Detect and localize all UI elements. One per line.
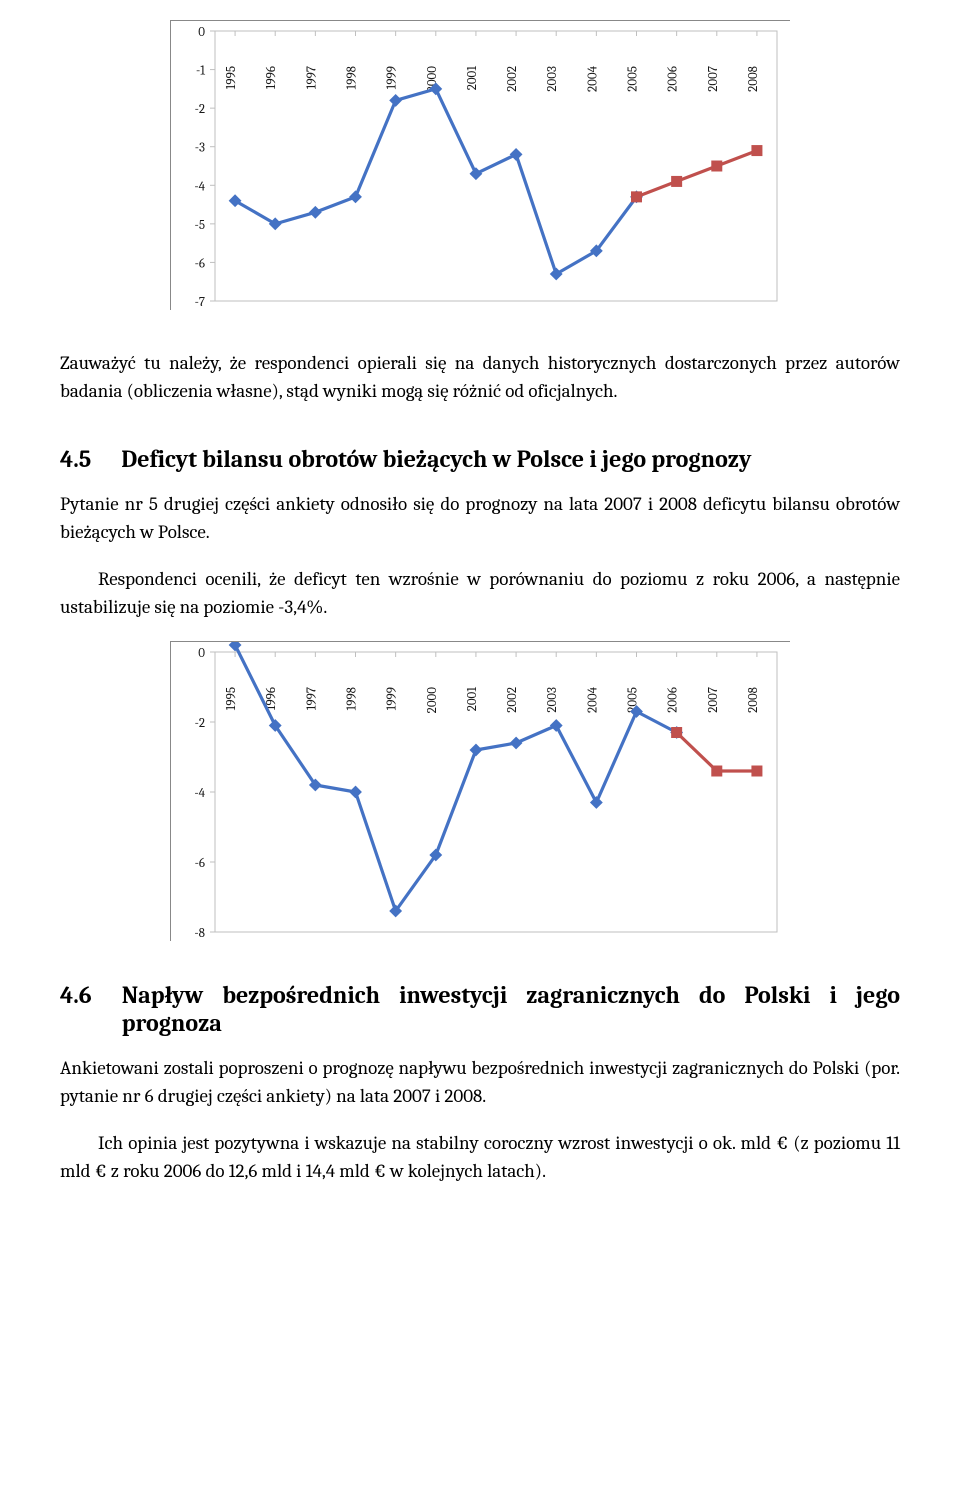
svg-text:-2: -2 xyxy=(195,102,205,117)
svg-text:-7: -7 xyxy=(195,295,205,310)
para-5: Ich opinia jest pozytywna i wskazuje na … xyxy=(60,1130,900,1185)
svg-text:2002: 2002 xyxy=(505,687,520,713)
svg-text:-1: -1 xyxy=(196,64,205,79)
chart2-container: 0-2-4-6-81995199619971998199920002001200… xyxy=(60,641,900,941)
heading-num: 4.5 xyxy=(60,445,91,473)
svg-text:-4: -4 xyxy=(194,179,205,194)
para-1: Zauważyć tu należy, że respondenci opier… xyxy=(60,350,900,405)
svg-text:1995: 1995 xyxy=(224,66,239,89)
heading-text: Deficyt bilansu obrotów bieżących w Pols… xyxy=(121,445,900,473)
svg-text:-5: -5 xyxy=(195,218,205,233)
svg-text:2005: 2005 xyxy=(626,66,641,92)
svg-text:-4: -4 xyxy=(194,786,205,801)
svg-text:1997: 1997 xyxy=(304,687,319,710)
svg-text:1996: 1996 xyxy=(264,66,279,89)
svg-text:1997: 1997 xyxy=(304,66,319,89)
svg-text:1995: 1995 xyxy=(224,687,239,710)
svg-text:-6: -6 xyxy=(195,856,205,871)
svg-text:2004: 2004 xyxy=(585,65,600,92)
svg-text:-2: -2 xyxy=(195,716,205,731)
svg-text:2006: 2006 xyxy=(666,66,681,92)
svg-text:-8: -8 xyxy=(194,926,205,941)
svg-text:1999: 1999 xyxy=(385,66,400,89)
svg-text:2008: 2008 xyxy=(746,66,761,92)
para-4: Ankietowani zostali poproszeni o prognoz… xyxy=(60,1055,900,1110)
svg-text:2004: 2004 xyxy=(585,687,600,714)
svg-text:1998: 1998 xyxy=(345,687,360,710)
chart1-container: 0-1-2-3-4-5-6-71995199619971998199920002… xyxy=(60,20,900,310)
svg-text:1999: 1999 xyxy=(385,687,400,710)
svg-text:2007: 2007 xyxy=(706,66,721,92)
chart2: 0-2-4-6-81995199619971998199920002001200… xyxy=(170,641,790,941)
svg-text:2000: 2000 xyxy=(425,687,440,714)
svg-text:2001: 2001 xyxy=(465,66,480,91)
svg-text:-6: -6 xyxy=(195,256,205,271)
svg-text:2003: 2003 xyxy=(545,687,560,713)
heading-text: Napływ bezpośrednich inwestycji zagranic… xyxy=(122,981,900,1037)
heading-4-6: 4.6 Napływ bezpośrednich inwestycji zagr… xyxy=(60,981,900,1037)
svg-text:2007: 2007 xyxy=(706,687,721,713)
svg-text:-3: -3 xyxy=(195,141,205,156)
chart1: 0-1-2-3-4-5-6-71995199619971998199920002… xyxy=(170,20,790,310)
svg-text:2008: 2008 xyxy=(746,687,761,713)
svg-text:2001: 2001 xyxy=(465,687,480,712)
svg-text:2002: 2002 xyxy=(505,66,520,92)
heading-4-5: 4.5 Deficyt bilansu obrotów bieżących w … xyxy=(60,445,900,473)
svg-text:0: 0 xyxy=(198,646,205,661)
svg-text:1998: 1998 xyxy=(345,66,360,89)
svg-text:2006: 2006 xyxy=(666,687,681,713)
para-2: Pytanie nr 5 drugiej części ankiety odno… xyxy=(60,491,900,546)
svg-text:0: 0 xyxy=(198,25,205,40)
para-3: Respondenci ocenili, że deficyt ten wzro… xyxy=(60,566,900,621)
heading-num: 4.6 xyxy=(60,981,92,1037)
svg-text:2003: 2003 xyxy=(545,66,560,92)
page: 0 -1 -2 -3 -4 -5 -6 -7 1995 1996 1997 1998 1999 2000 2… xyxy=(0,20,960,1245)
